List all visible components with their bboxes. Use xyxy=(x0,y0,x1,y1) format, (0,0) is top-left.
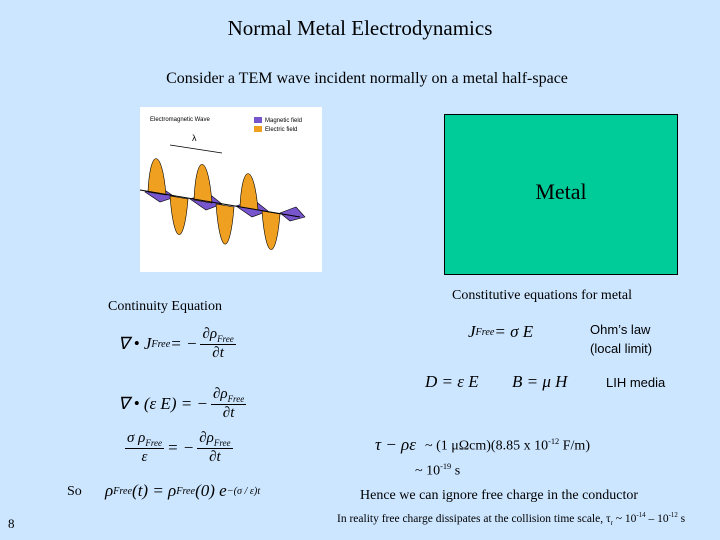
superscript: -14 xyxy=(636,512,646,519)
page-number: 8 xyxy=(8,516,15,531)
denominator: ∂t xyxy=(209,449,221,466)
math-text: ∂t xyxy=(222,405,235,421)
so-label: So xyxy=(67,484,82,499)
math-text: ~ 10 xyxy=(415,463,441,479)
fraction: σ ρFree ε xyxy=(125,430,165,466)
math-text: ∂t xyxy=(212,345,224,361)
wavelength-arrow xyxy=(169,144,223,154)
math-text: ~ (1 μΩcm)(8.85 x 10 xyxy=(425,438,549,454)
legend-label: Electric field xyxy=(265,127,297,133)
math-text: (t) = ρ xyxy=(132,481,177,500)
math-text: ∂ρ xyxy=(202,326,218,342)
math-text: = σ E xyxy=(494,322,534,341)
math-text: ∂ρ xyxy=(199,430,214,446)
equation: D = ε E xyxy=(425,372,479,392)
subscript: Free xyxy=(227,394,245,404)
math-text: ∂ρ xyxy=(212,386,228,402)
math-text: J xyxy=(468,322,476,341)
numerator: σ ρFree xyxy=(125,430,165,449)
metal-block: Metal xyxy=(444,114,678,275)
legend-swatch xyxy=(254,126,262,132)
equation: J Free = σ E xyxy=(468,322,533,342)
denominator: ε xyxy=(142,449,148,466)
equation: B = μ H xyxy=(512,372,567,392)
denominator: ∂t xyxy=(223,405,235,422)
subscript: Free xyxy=(176,485,196,497)
numerator: ∂ρFree xyxy=(197,430,233,449)
wave-figure: Electromagnetic Wave Magnetic field Elec… xyxy=(139,107,322,272)
conclusion: Hence we can ignore free charge in the c… xyxy=(360,488,639,503)
math-text: F/m) xyxy=(559,438,590,454)
subscript: Free xyxy=(217,334,234,344)
lih-label: LIH media xyxy=(606,375,666,390)
math-text: = − xyxy=(167,438,195,457)
wave-diagram: Electromagnetic Wave Magnetic field Elec… xyxy=(139,117,306,250)
numerator: ∂ρFree xyxy=(210,386,247,405)
math-text: In reality free charge dissipates at the… xyxy=(337,512,611,525)
subscript: r xyxy=(610,520,613,528)
subscript: Free xyxy=(151,338,171,350)
superscript: −(σ / ε)t xyxy=(226,485,261,497)
subscript: Free xyxy=(213,438,231,448)
legend-label: Magnetic field xyxy=(265,118,302,124)
estimate: ~ (1 μΩcm)(8.85 x 10-12 F/m) xyxy=(425,437,590,455)
equation: ρ Free (t) = ρ Free (0) e −(σ / ε)t xyxy=(105,481,260,501)
ohm-note: (local limit) xyxy=(590,341,653,356)
superscript: -12 xyxy=(548,437,560,446)
subtitle: Consider a TEM wave incident normally on… xyxy=(166,70,568,87)
electric-wave xyxy=(147,158,281,250)
ohm-label: Ohm’s law xyxy=(590,322,651,337)
equation: τ − ρε xyxy=(375,435,416,455)
constitutive-heading: Constitutive equations for metal xyxy=(452,288,633,303)
math-text: σ ρ xyxy=(127,430,146,446)
math-text: s xyxy=(451,463,461,479)
denominator: ∂t xyxy=(212,345,224,362)
reality-note: In reality free charge dissipates at the… xyxy=(337,512,685,527)
math-text: s xyxy=(677,512,686,525)
math-text: ∇ • J xyxy=(118,334,152,353)
subscript: Free xyxy=(113,485,133,497)
superscript: -12 xyxy=(668,512,678,519)
figure-title: Electromagnetic Wave xyxy=(150,117,210,123)
fraction: ∂ρFree ∂t xyxy=(210,386,247,422)
math-text: ∂t xyxy=(209,449,221,465)
metal-label: Metal xyxy=(535,179,587,204)
math-text: – 10 xyxy=(645,512,669,525)
math-text: D = ε E xyxy=(425,372,479,391)
subscript: Free xyxy=(475,326,495,338)
fraction: ∂ρFree ∂t xyxy=(197,430,233,466)
subscript: Free xyxy=(145,438,163,448)
math-text: τ − ρε xyxy=(375,435,416,454)
superscript: -19 xyxy=(440,462,452,471)
axis xyxy=(139,189,301,218)
numerator: ∂ρFree xyxy=(200,326,236,345)
math-text: ρ xyxy=(105,481,114,500)
legend-swatch xyxy=(254,117,262,123)
math-text: ε xyxy=(141,449,148,465)
continuity-heading: Continuity Equation xyxy=(108,299,222,314)
math-text: = − xyxy=(170,334,198,353)
equation: σ ρFree ε = − ∂ρFree ∂t xyxy=(122,430,236,466)
math-text: ~ 10 xyxy=(612,512,637,525)
slide-title: Normal Metal Electrodynamics xyxy=(227,16,493,40)
equation: ∇ • J Free = − ∂ρFree ∂t xyxy=(118,326,239,362)
equation: ∇ • (ε E) = − ∂ρFree ∂t xyxy=(118,386,249,422)
wavelength-label: λ xyxy=(192,133,197,143)
math-text: B = μ H xyxy=(512,372,568,391)
math-text: (0) e xyxy=(195,481,227,500)
math-text: ∇ • (ε E) = − xyxy=(118,394,208,413)
result: ~ 10-19 s xyxy=(415,462,460,480)
fraction: ∂ρFree ∂t xyxy=(200,326,236,362)
